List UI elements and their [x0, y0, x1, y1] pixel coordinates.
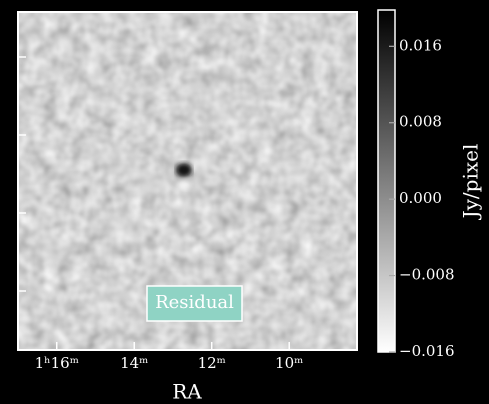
colorbar-tick-label: −0.016 — [399, 342, 455, 360]
x-tick-label: 10ᵐ — [275, 354, 303, 372]
x-tick-label: 12ᵐ — [198, 354, 226, 372]
colorbar-tick-label: 0.016 — [399, 36, 442, 54]
colorbar-tick-label: 0.008 — [399, 113, 442, 131]
colorbar-tick-label: 0.000 — [399, 189, 442, 207]
colorbar — [377, 9, 396, 353]
x-tick-label: 14ᵐ — [120, 354, 148, 372]
x-axis-label: RA — [172, 380, 202, 404]
annotation-box — [146, 285, 243, 322]
colorbar-tick-label: −0.008 — [399, 266, 455, 284]
x-tick-label: 1ʰ16ᵐ — [35, 354, 79, 372]
colorbar-label: Jy/pixel — [459, 144, 483, 221]
image-frame — [17, 11, 358, 351]
y-ticks — [18, 56, 26, 292]
annotation: Residual — [155, 292, 234, 313]
source-residual — [176, 163, 192, 189]
